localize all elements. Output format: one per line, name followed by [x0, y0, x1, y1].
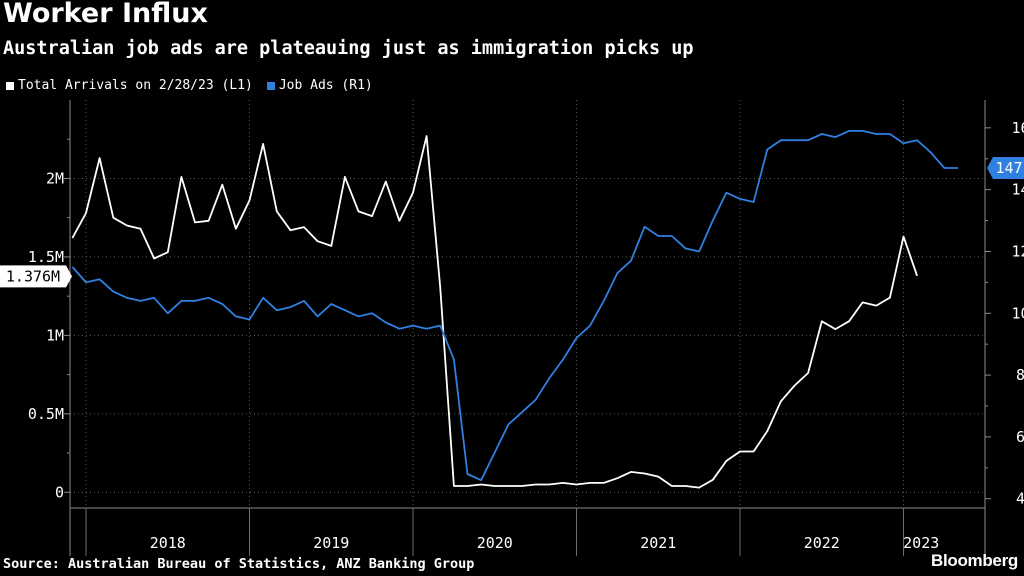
right-tick-label: 60 [1016, 428, 1024, 446]
right-tick-label: 160 [1011, 119, 1024, 137]
left-tick-label: 1M [46, 326, 64, 344]
legend: Total Arrivals on 2/28/23 (L1) Job Ads (… [6, 78, 373, 93]
x-tick-label: 2019 [313, 534, 349, 552]
left-tick-label: 0 [55, 483, 64, 501]
last-value-label-arrivals: 1.376M [6, 267, 60, 285]
right-tick-label: 80 [1016, 366, 1024, 384]
legend-item-job-ads: Job Ads (R1) [266, 78, 373, 93]
legend-item-arrivals: Total Arrivals on 2/28/23 (L1) [6, 78, 253, 93]
x-tick-label: 2021 [640, 534, 676, 552]
chart-subtitle: Australian job ads are plateauing just a… [3, 38, 694, 59]
left-tick-label: 2M [46, 169, 64, 187]
x-tick-label: 2018 [150, 534, 186, 552]
legend-label-arrivals: Total Arrivals on 2/28/23 (L1) [18, 78, 253, 93]
right-tick-label: 120 [1011, 242, 1024, 260]
legend-swatch-job-ads [266, 81, 275, 90]
last-value-tag-bg [0, 265, 66, 288]
last-value-tag-job-ads: 147 [987, 157, 1024, 179]
last-value-tag-arrow [987, 157, 993, 179]
last-value-tag-bg [993, 157, 1024, 179]
last-value-tag-arrivals: 1.376M [0, 265, 72, 288]
bloomberg-logo: Bloomberg [930, 551, 1018, 570]
left-tick-label: 0.5M [28, 405, 64, 423]
last-value-label-job-ads: 147 [995, 159, 1022, 177]
x-tick-label: 2022 [804, 534, 840, 552]
legend-swatch-arrivals [6, 81, 14, 90]
source-note: Source: Australian Bureau of Statistics,… [3, 556, 475, 572]
x-tick-label: 2020 [477, 534, 513, 552]
chart-title: Worker Influx [3, 0, 208, 29]
x-tick-label: 2023 [903, 534, 939, 552]
left-tick-label: 1.5M [28, 248, 64, 266]
series-line-arrivals [71, 135, 918, 489]
last-value-tag-arrow [66, 265, 72, 288]
right-tick-label: 140 [1011, 181, 1024, 199]
right-tick-label: 100 [1011, 304, 1024, 322]
legend-label-job-ads: Job Ads (R1) [278, 78, 373, 93]
right-tick-label: 40 [1016, 490, 1024, 508]
series-line-job-ads [71, 129, 958, 482]
